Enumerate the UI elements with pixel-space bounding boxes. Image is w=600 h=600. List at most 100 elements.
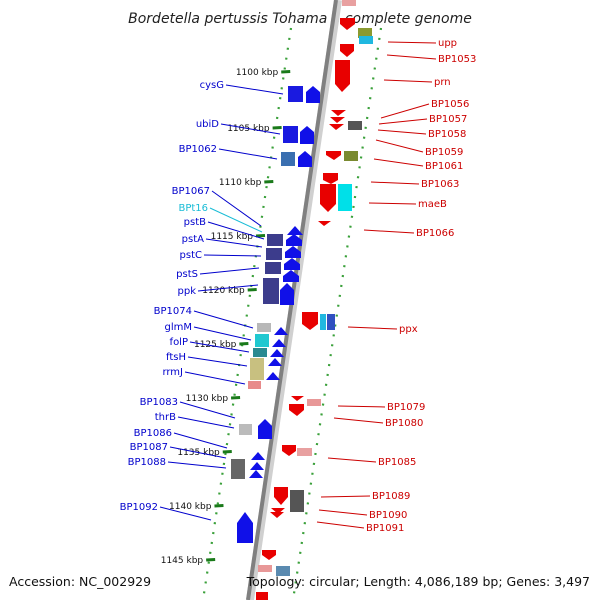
gene-arrow-rrmJ[interactable] <box>266 372 280 380</box>
gene-label-BP1061[interactable]: BP1061 <box>425 161 463 172</box>
gene-arrow-BP1053[interactable] <box>340 44 354 57</box>
gene-arrow-ftsH-b[interactable] <box>268 358 282 366</box>
gene-arrow-ppk-a[interactable] <box>283 270 299 282</box>
gene-arrow-BP1087[interactable] <box>251 452 265 460</box>
gene-arrow-folP[interactable] <box>272 339 286 347</box>
gene-arrow-upp[interactable] <box>340 18 355 30</box>
gene-arrow-BP1056[interactable] <box>331 110 346 116</box>
gene-arrow-BP1063-a[interactable] <box>323 173 338 184</box>
gene-arrow-BP1063[interactable] <box>320 184 336 212</box>
gene-glyph-pstC[interactable] <box>265 262 281 274</box>
gene-label-BP1079[interactable]: BP1079 <box>387 402 425 413</box>
gene-glyph-glmM[interactable] <box>255 334 269 347</box>
gene-arrow-BP1088[interactable] <box>249 470 263 478</box>
gene-arrow-ppx[interactable] <box>302 312 318 330</box>
gene-label-ppk[interactable]: ppk <box>178 286 197 297</box>
gene-label-BP1057[interactable]: BP1057 <box>429 114 467 125</box>
gene-glyph-BP1079[interactable] <box>307 399 321 406</box>
gene-arrow-BP1058-a[interactable] <box>329 124 344 130</box>
gene-label-BP1089[interactable]: BP1089 <box>372 491 410 502</box>
gene-arrow-BP1079[interactable] <box>291 396 304 401</box>
gene-label-pstS[interactable]: pstS <box>176 269 198 280</box>
gene-label-ftsH[interactable]: ftsH <box>166 352 186 363</box>
gene-label-BP1074[interactable]: BP1074 <box>154 306 192 317</box>
gene-label-BP1053[interactable]: BP1053 <box>438 54 476 65</box>
gene-glyph-BP1053[interactable] <box>359 36 373 44</box>
gene-arrow-BP1091[interactable] <box>270 512 284 518</box>
gene-arrow-BP1090[interactable] <box>271 508 285 514</box>
gene-glyph-cysG[interactable] <box>288 86 303 102</box>
gene-glyph-BP1058[interactable] <box>348 121 362 130</box>
gene-label-rrmJ[interactable]: rrmJ <box>162 367 183 378</box>
gene-label-BP1063[interactable]: BP1063 <box>421 179 459 190</box>
gene-glyph-BP1085[interactable] <box>297 448 312 456</box>
gene-arrow-ubiD[interactable] <box>300 126 314 144</box>
gene-arrow-BP1089[interactable] <box>274 487 288 505</box>
gene-glyph-rrmJ[interactable] <box>248 381 261 389</box>
gene-label-pstB[interactable]: pstB <box>184 217 206 228</box>
gene-label-folP[interactable]: folP <box>170 337 188 348</box>
gene-arrow-ppk[interactable] <box>280 283 294 305</box>
gene-label-upp[interactable]: upp <box>438 38 457 49</box>
gene-label-ubiD[interactable]: ubiD <box>196 119 219 130</box>
gene-label-BP1083[interactable]: BP1083 <box>140 397 178 408</box>
gene-label-thrB[interactable]: thrB <box>155 412 176 423</box>
gene-glyph-ftsH[interactable] <box>250 358 264 380</box>
gene-label-BP1059[interactable]: BP1059 <box>425 147 463 158</box>
gene-glyph-pstA[interactable] <box>266 248 282 260</box>
gene-glyph-BP1083[interactable] <box>239 424 252 435</box>
gene-arrow-pstS[interactable] <box>284 258 300 270</box>
gene-arrow-thrB[interactable] <box>258 419 272 439</box>
gene-label-BP1086[interactable]: BP1086 <box>134 428 172 439</box>
gene-glyph-maeB[interactable] <box>338 184 352 211</box>
gene-glyph-BP1090[interactable] <box>290 490 304 512</box>
gene-glyph-BP1088[interactable] <box>231 459 245 479</box>
gene-arrow-BP1092[interactable] <box>237 512 253 543</box>
gene-arrow-pstA[interactable] <box>286 234 302 246</box>
gene-arrow-pstC[interactable] <box>285 246 301 258</box>
gene-label-BPt16[interactable]: BPt16 <box>178 203 208 214</box>
gene-arrow-prn[interactable] <box>335 60 350 92</box>
gene-label-BP1085[interactable]: BP1085 <box>378 457 416 468</box>
genome-title: Bordetella pertussis Tohama I, complete … <box>128 11 472 27</box>
gene-label-pstA[interactable]: pstA <box>182 234 204 245</box>
gene-glyph-pstS[interactable] <box>263 278 279 304</box>
gene-label-pstC[interactable]: pstC <box>180 250 202 261</box>
gene-label-glmM[interactable]: glmM <box>165 322 193 333</box>
gene-label-BP1066[interactable]: BP1066 <box>416 228 454 239</box>
gene-label-BP1056[interactable]: BP1056 <box>431 99 469 110</box>
gene-label-BP1088[interactable]: BP1088 <box>128 457 166 468</box>
gene-arrow-pstB[interactable] <box>287 226 303 235</box>
gene-arrow-cysG[interactable] <box>306 86 320 103</box>
gene-glyph-BP1061[interactable] <box>344 151 358 161</box>
gene-glyph-pstB[interactable] <box>267 234 283 246</box>
gene-label-prn[interactable]: prn <box>434 77 451 88</box>
gene-label-BP1092[interactable]: BP1092 <box>120 502 158 513</box>
gene-glyph-ppx-a[interactable] <box>320 314 326 330</box>
gene-label-cysG[interactable]: cysG <box>200 80 224 91</box>
gene-arrow-BP1059[interactable] <box>326 151 341 160</box>
gene-label-BP1058[interactable]: BP1058 <box>428 129 466 140</box>
gene-arrow-BP1057[interactable] <box>330 117 345 123</box>
gene-arrow-BP1062[interactable] <box>298 151 312 167</box>
gene-arrow-ftsH[interactable] <box>270 349 284 357</box>
gene-arrow-BP1087-b[interactable] <box>250 462 264 470</box>
gene-arrow-glmM[interactable] <box>274 327 288 335</box>
gene-glyph-upp-b[interactable] <box>358 28 372 38</box>
gene-glyph-ubiD[interactable] <box>283 126 298 143</box>
gene-glyph-ppx-b[interactable] <box>327 314 335 330</box>
gene-arrow-BP1085[interactable] <box>282 445 296 456</box>
gene-glyph-BP1062[interactable] <box>281 152 295 166</box>
gene-label-BP1087[interactable]: BP1087 <box>130 442 168 453</box>
gene-label-BP1080[interactable]: BP1080 <box>385 418 423 429</box>
gene-arrow-BP1080[interactable] <box>289 404 304 416</box>
gene-label-BP1062[interactable]: BP1062 <box>179 144 217 155</box>
gene-glyph-BP1074[interactable] <box>257 323 271 332</box>
gene-label-BP1091[interactable]: BP1091 <box>366 523 404 534</box>
gene-label-ppx[interactable]: ppx <box>399 324 418 335</box>
gene-label-maeB[interactable]: maeB <box>418 199 447 210</box>
gene-arrow-BP1066[interactable] <box>318 221 331 226</box>
gene-label-BP1067[interactable]: BP1067 <box>172 186 210 197</box>
gene-glyph-folP[interactable] <box>253 348 267 357</box>
gene-label-BP1090[interactable]: BP1090 <box>369 510 407 521</box>
